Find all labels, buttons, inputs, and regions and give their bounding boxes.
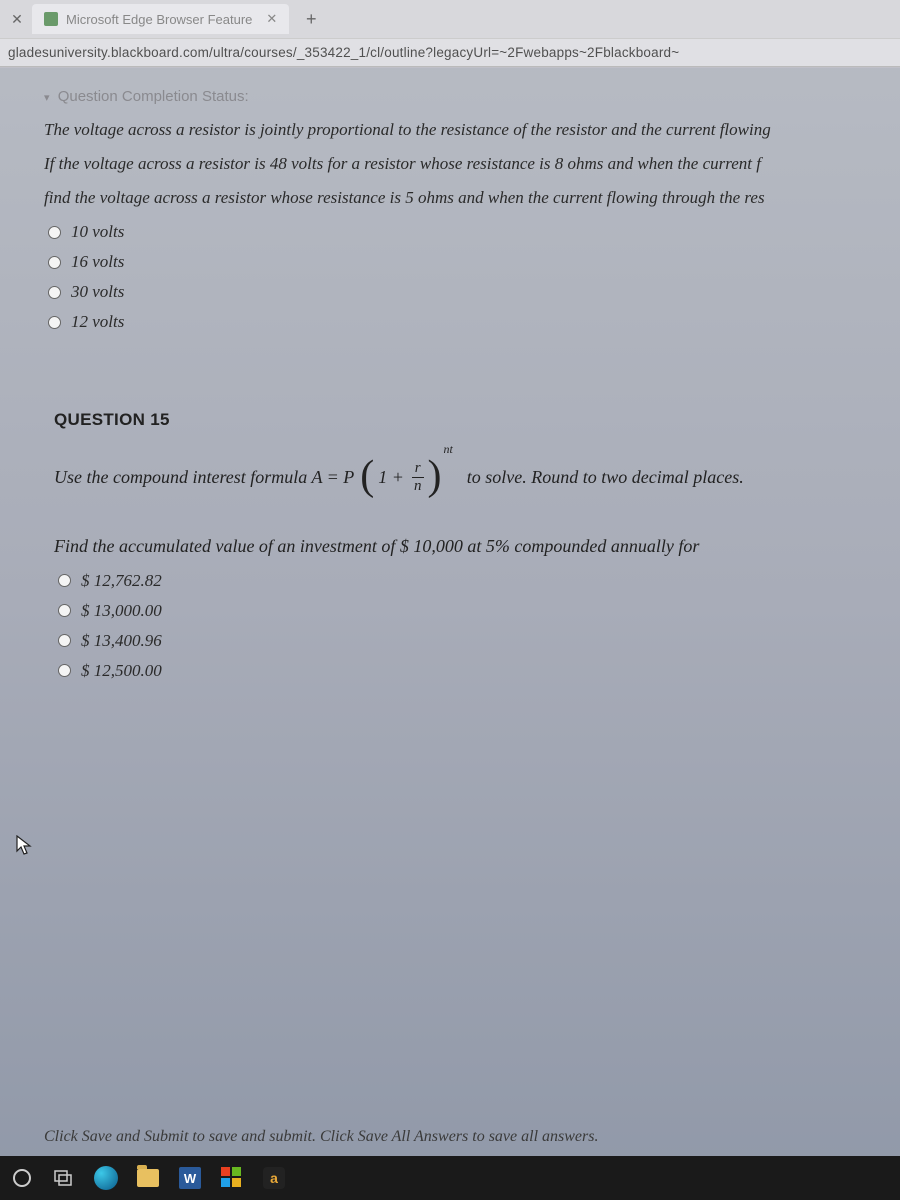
save-submit-footer: Click Save and Submit to save and submit… (44, 1128, 900, 1146)
question-14-body: The voltage across a resistor is jointly… (44, 115, 900, 332)
q15-heading: QUESTION 15 (54, 410, 900, 430)
amazon-icon[interactable]: a (260, 1164, 288, 1192)
edge-browser-icon[interactable] (92, 1164, 120, 1192)
new-tab-button[interactable]: + (299, 9, 323, 30)
address-bar[interactable]: gladesuniversity.blackboard.com/ultra/co… (0, 38, 900, 67)
file-explorer-icon[interactable] (134, 1164, 162, 1192)
option-label: $ 12,762.82 (81, 571, 162, 591)
option-label: 10 volts (71, 222, 124, 242)
radio-icon[interactable] (58, 574, 71, 587)
option-label: 30 volts (71, 282, 124, 302)
q15-formula-line: Use the compound interest formula A = P … (54, 458, 900, 496)
fraction: r n (411, 460, 425, 495)
tab-close-icon[interactable]: ✕ (266, 11, 277, 27)
formula-text-after: to solve. Round to two decimal places. (467, 467, 744, 488)
exponent: nt (443, 442, 452, 457)
right-paren: ) (427, 458, 441, 496)
q15-prompt: Find the accumulated value of an investm… (54, 532, 900, 561)
word-icon[interactable]: W (176, 1164, 204, 1192)
q15-option[interactable]: $ 13,000.00 (58, 601, 900, 621)
q14-line1: The voltage across a resistor is jointly… (44, 115, 900, 145)
browser-chrome: ✕ Microsoft Edge Browser Feature ✕ + gla… (0, 0, 900, 68)
cortana-circle-icon[interactable] (8, 1164, 36, 1192)
fraction-numerator: r (412, 460, 424, 478)
q15-option[interactable]: $ 12,500.00 (58, 661, 900, 681)
q15-option[interactable]: $ 13,400.96 (58, 631, 900, 651)
radio-icon[interactable] (48, 256, 61, 269)
radio-icon[interactable] (48, 286, 61, 299)
page-content: ▾ Question Completion Status: The voltag… (0, 68, 900, 681)
option-label: $ 13,400.96 (81, 631, 162, 651)
radio-icon[interactable] (58, 634, 71, 647)
question-15: QUESTION 15 Use the compound interest fo… (44, 410, 900, 681)
left-paren: ( (360, 458, 374, 496)
q14-options: 10 volts 16 volts 30 volts 12 volts (44, 222, 900, 332)
tab-favicon-icon (44, 12, 58, 26)
tab-title: Microsoft Edge Browser Feature (66, 12, 252, 27)
option-label: 16 volts (71, 252, 124, 272)
q14-option[interactable]: 16 volts (48, 252, 900, 272)
compound-interest-formula: ( 1 + r n ) nt (360, 458, 453, 496)
microsoft-store-icon[interactable] (218, 1164, 246, 1192)
radio-icon[interactable] (58, 664, 71, 677)
option-label: $ 12,500.00 (81, 661, 162, 681)
q15-option[interactable]: $ 12,762.82 (58, 571, 900, 591)
radio-icon[interactable] (58, 604, 71, 617)
q14-line2: If the voltage across a resistor is 48 v… (44, 149, 900, 179)
option-label: 12 volts (71, 312, 124, 332)
fraction-denominator: n (411, 478, 425, 495)
browser-tab[interactable]: Microsoft Edge Browser Feature ✕ (32, 4, 289, 34)
address-text: gladesuniversity.blackboard.com/ultra/co… (8, 45, 679, 60)
status-label: Question Completion Status: (58, 88, 249, 105)
option-label: $ 13,000.00 (81, 601, 162, 621)
q15-options: $ 12,762.82 $ 13,000.00 $ 13,400.96 $ 12… (54, 571, 900, 681)
completion-status[interactable]: ▾ Question Completion Status: (44, 88, 900, 105)
q14-line3: find the voltage across a resistor whose… (44, 183, 900, 213)
radio-icon[interactable] (48, 316, 61, 329)
cursor-icon (16, 835, 34, 863)
radio-icon[interactable] (48, 226, 61, 239)
windows-taskbar: W a (0, 1156, 900, 1200)
formula-text-before: Use the compound interest formula A = P (54, 467, 354, 488)
one-plus: 1 + (378, 467, 404, 488)
q14-option[interactable]: 12 volts (48, 312, 900, 332)
q14-option[interactable]: 10 volts (48, 222, 900, 242)
caret-down-icon: ▾ (44, 91, 50, 104)
tab-bar: ✕ Microsoft Edge Browser Feature ✕ + (0, 0, 900, 38)
window-close-icon[interactable]: ✕ (6, 8, 28, 30)
footer-text: Click Save and Submit to save and submit… (44, 1128, 598, 1145)
q14-option[interactable]: 30 volts (48, 282, 900, 302)
task-view-icon[interactable] (50, 1164, 78, 1192)
